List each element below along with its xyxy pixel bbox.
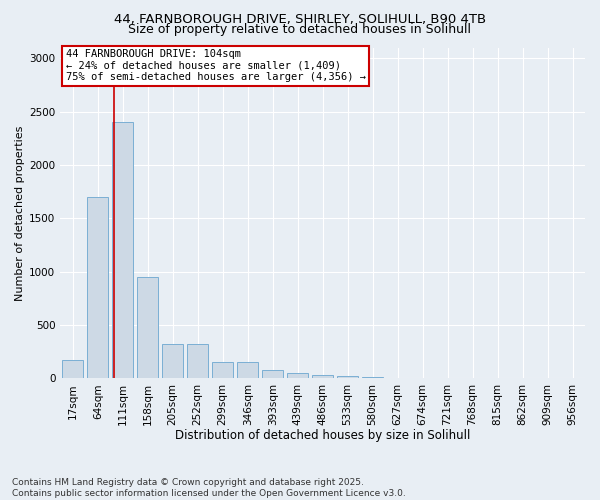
X-axis label: Distribution of detached houses by size in Solihull: Distribution of detached houses by size … [175, 430, 470, 442]
Bar [262, 370, 283, 378]
Bar [162, 344, 184, 378]
Bar [362, 376, 383, 378]
Bar [137, 277, 158, 378]
Bar [112, 122, 133, 378]
Text: 44, FARNBOROUGH DRIVE, SHIRLEY, SOLIHULL, B90 4TB: 44, FARNBOROUGH DRIVE, SHIRLEY, SOLIHULL… [114, 12, 486, 26]
Text: 44 FARNBOROUGH DRIVE: 104sqm
← 24% of detached houses are smaller (1,409)
75% of: 44 FARNBOROUGH DRIVE: 104sqm ← 24% of de… [65, 49, 365, 82]
Bar [237, 362, 258, 378]
Bar [287, 373, 308, 378]
Text: Size of property relative to detached houses in Solihull: Size of property relative to detached ho… [128, 22, 472, 36]
Bar [87, 197, 109, 378]
Bar [212, 362, 233, 378]
Bar [337, 376, 358, 378]
Y-axis label: Number of detached properties: Number of detached properties [15, 125, 25, 300]
Text: Contains HM Land Registry data © Crown copyright and database right 2025.
Contai: Contains HM Land Registry data © Crown c… [12, 478, 406, 498]
Bar [312, 374, 333, 378]
Bar [62, 360, 83, 378]
Bar [187, 344, 208, 378]
